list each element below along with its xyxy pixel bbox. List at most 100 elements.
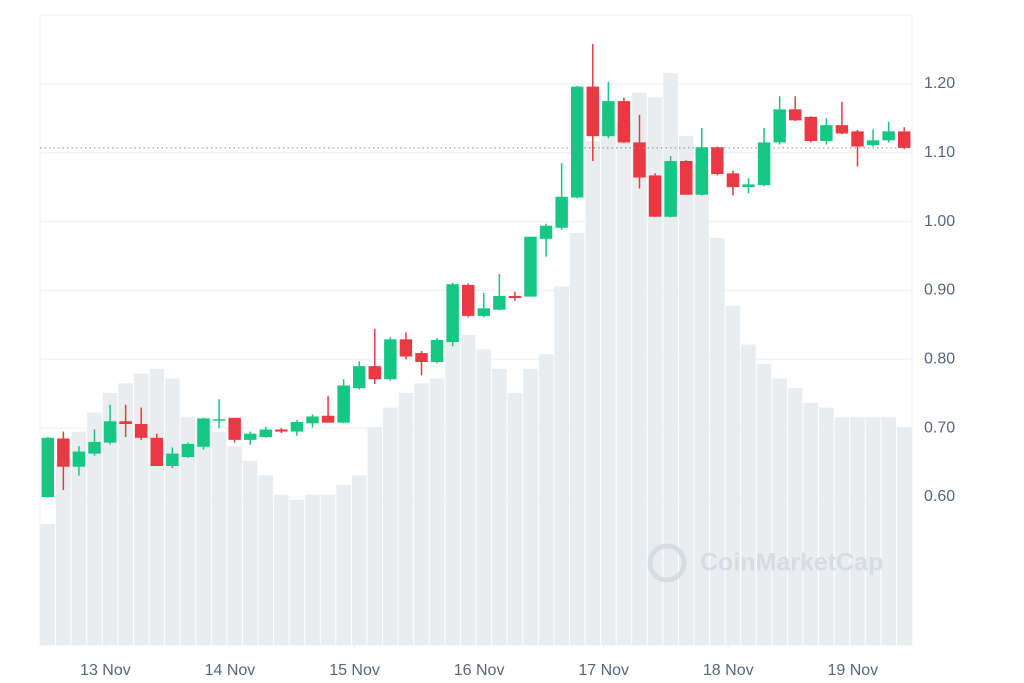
volume-bar bbox=[834, 417, 850, 645]
volume-bar bbox=[538, 354, 554, 645]
candle-body bbox=[602, 101, 615, 137]
volume-bar bbox=[87, 412, 102, 645]
candle-body bbox=[197, 418, 210, 447]
volume-bar bbox=[632, 92, 647, 646]
candle-body bbox=[508, 295, 522, 299]
volume-bar bbox=[725, 305, 741, 645]
volume-bar bbox=[429, 378, 445, 645]
candle-body bbox=[633, 142, 646, 178]
volume-bar bbox=[351, 475, 367, 645]
candle-body bbox=[617, 101, 631, 143]
volume-bar bbox=[896, 426, 912, 645]
candle-body bbox=[290, 421, 304, 432]
candle-body bbox=[851, 131, 864, 147]
plot-border bbox=[39, 14, 913, 646]
volume-bar bbox=[445, 339, 460, 645]
candle-body bbox=[228, 417, 241, 440]
candle-body bbox=[306, 416, 319, 424]
y-tick-label: 1.00 bbox=[924, 213, 955, 230]
candle-body bbox=[757, 142, 771, 186]
y-tick-label: 1.10 bbox=[924, 144, 955, 161]
y-tick-label: 1.20 bbox=[924, 75, 955, 92]
candle-body bbox=[337, 385, 350, 423]
volume-bar bbox=[398, 393, 414, 645]
candle-body bbox=[134, 424, 148, 438]
x-tick-label: 15 Nov bbox=[329, 662, 380, 679]
volume-bar bbox=[492, 368, 507, 645]
candle-body bbox=[212, 419, 226, 421]
candle-body bbox=[679, 160, 693, 195]
candle-body bbox=[882, 131, 895, 141]
volume-bar bbox=[476, 349, 492, 645]
volume-bar bbox=[227, 446, 242, 645]
candle-body bbox=[524, 236, 537, 297]
candle-body bbox=[88, 441, 101, 454]
volume-bar bbox=[585, 141, 601, 645]
volume-bar bbox=[165, 378, 180, 645]
y-tick-label: 0.90 bbox=[924, 282, 955, 299]
candle-body bbox=[493, 295, 506, 310]
volume-bar bbox=[616, 121, 632, 646]
x-tick-label: 18 Nov bbox=[703, 662, 754, 679]
candle-body bbox=[275, 429, 288, 432]
volume-bar bbox=[274, 494, 289, 645]
candle-body bbox=[695, 147, 709, 195]
volume-bar bbox=[881, 417, 896, 645]
volume-bar bbox=[118, 383, 133, 645]
candle-body bbox=[399, 339, 413, 357]
candle-body bbox=[555, 196, 568, 228]
volume-bar bbox=[507, 393, 523, 645]
volume-bar bbox=[569, 233, 585, 646]
candle-body bbox=[897, 131, 911, 148]
volume-bar bbox=[258, 475, 274, 645]
volume-bar bbox=[741, 344, 756, 645]
volume-bar bbox=[133, 373, 149, 645]
volume-bar bbox=[56, 460, 71, 645]
volume-bar bbox=[40, 523, 56, 645]
candle-body bbox=[352, 366, 366, 389]
candle-body bbox=[570, 86, 584, 198]
candle-body bbox=[773, 109, 786, 143]
candle-body bbox=[539, 225, 553, 239]
candle-body bbox=[368, 366, 382, 380]
volume-bar bbox=[694, 165, 710, 645]
candle-body bbox=[57, 438, 70, 467]
candle-body bbox=[150, 437, 164, 467]
volume-bar bbox=[678, 136, 694, 645]
volume-bar bbox=[102, 393, 118, 645]
candle-body bbox=[446, 284, 459, 343]
candle-body bbox=[461, 284, 475, 316]
watermark-text: CoinMarketCap bbox=[700, 549, 883, 577]
volume-bar bbox=[289, 499, 305, 645]
volume-bar bbox=[865, 417, 881, 645]
volume-bar bbox=[710, 237, 725, 645]
candle-body bbox=[866, 140, 880, 146]
x-tick-label: 14 Nov bbox=[205, 662, 256, 679]
candle-body bbox=[726, 173, 740, 188]
volume-bar bbox=[523, 368, 538, 645]
volume-bar bbox=[414, 383, 429, 645]
volume-bar bbox=[787, 388, 803, 645]
volume-bar bbox=[336, 485, 351, 645]
candle-body bbox=[820, 125, 833, 142]
candle-body bbox=[321, 415, 335, 423]
watermark: CoinMarketCap bbox=[647, 543, 883, 583]
candle-body bbox=[119, 421, 132, 425]
candle-body bbox=[166, 453, 179, 467]
candle-body bbox=[477, 308, 491, 316]
candle-body bbox=[181, 443, 195, 458]
volume-bar bbox=[211, 431, 227, 645]
volume-bar bbox=[305, 494, 320, 645]
volume-bar bbox=[554, 286, 569, 645]
candle-body bbox=[430, 340, 444, 363]
candle-body bbox=[243, 433, 257, 440]
candle-body bbox=[711, 147, 724, 175]
volume-bar bbox=[756, 363, 772, 645]
y-tick-label: 0.70 bbox=[924, 419, 955, 436]
candle-body bbox=[103, 421, 117, 443]
candle-body bbox=[664, 160, 677, 217]
volume-bar bbox=[850, 417, 865, 645]
volume-bar bbox=[71, 431, 87, 645]
x-tick-label: 17 Nov bbox=[578, 662, 629, 679]
volume-bar bbox=[601, 116, 616, 646]
